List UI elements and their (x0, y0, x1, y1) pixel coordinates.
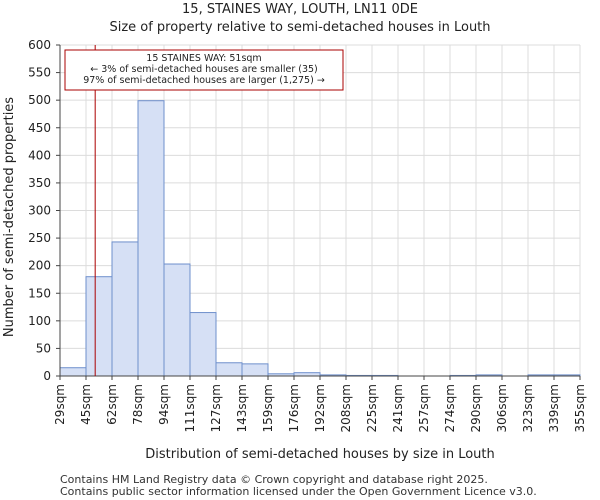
x-tick-label: 257sqm (417, 384, 431, 432)
x-tick-label: 290sqm (469, 384, 483, 432)
x-tick-label: 94sqm (157, 384, 171, 425)
x-tick-label: 225sqm (365, 384, 379, 432)
bar (189, 312, 217, 377)
x-tick-label: 208sqm (339, 384, 353, 432)
chart-title: 15, STAINES WAY, LOUTH, LN11 0DE (182, 2, 418, 17)
annotation-line: 97% of semi-detached houses are larger (… (83, 75, 325, 86)
annotation-box (64, 49, 344, 91)
x-ticks: 29sqm 45sqm 62sqm 78sqm 94sqm 111sqm 127sqm 143… (53, 376, 587, 432)
bar (59, 367, 87, 377)
y-ticks: 0 50 100 150 200 250 300 350 400 450 500 550 600 (28, 38, 60, 383)
y-tick-label: 100 (28, 314, 51, 328)
x-tick-label: 111sqm (183, 384, 197, 432)
x-tick-label: 274sqm (443, 384, 457, 432)
y-tick-label: 0 (43, 369, 51, 383)
x-tick-label: 62sqm (105, 384, 119, 425)
x-tick-label: 306sqm (495, 384, 509, 432)
bar (85, 276, 113, 377)
y-tick-label: 500 (28, 93, 51, 107)
footer-licence: Contains public sector information licen… (60, 485, 537, 498)
x-tick-label: 159sqm (261, 384, 275, 432)
y-tick-label: 250 (28, 231, 51, 245)
x-tick-label: 355sqm (573, 384, 587, 432)
x-tick-label: 339sqm (547, 384, 561, 432)
y-axis-label: Number of semi-detached properties (2, 97, 17, 337)
y-tick-label: 300 (28, 204, 51, 218)
annotation-line: 15 STAINES WAY: 51sqm (146, 53, 261, 64)
x-tick-label: 176sqm (287, 384, 301, 432)
x-tick-label: 127sqm (209, 384, 223, 432)
y-tick-label: 450 (28, 121, 51, 135)
bars (59, 100, 581, 377)
x-tick-label: 323sqm (521, 384, 535, 432)
bar (111, 241, 139, 377)
annotation-line: ← 3% of semi-detached houses are smaller… (90, 64, 318, 75)
x-tick-label: 143sqm (235, 384, 249, 432)
property-marker: 15 STAINES WAY: 51sqm← 3% of semi-detach… (64, 45, 344, 376)
x-axis-label: Distribution of semi-detached houses by … (145, 447, 495, 462)
bar (215, 362, 243, 377)
y-tick-label: 550 (28, 66, 51, 80)
y-tick-label: 350 (28, 176, 51, 190)
chart-subtitle: Size of property relative to semi-detach… (109, 20, 491, 35)
y-tick-label: 50 (36, 341, 51, 355)
bar (137, 100, 165, 377)
y-tick-label: 200 (28, 259, 51, 273)
y-tick-label: 600 (28, 38, 51, 52)
footer-copyright: Contains HM Land Registry data © Crown c… (60, 473, 488, 486)
x-tick-label: 78sqm (131, 384, 145, 425)
x-tick-label: 29sqm (53, 384, 67, 425)
y-tick-label: 150 (28, 286, 51, 300)
histogram-chart: 0 50 100 150 200 250 300 350 400 450 500 550 600 29s… (2, 38, 587, 462)
bar (241, 363, 269, 377)
bar (163, 263, 191, 377)
x-tick-label: 241sqm (391, 384, 405, 432)
x-tick-label: 192sqm (313, 384, 327, 432)
y-tick-label: 400 (28, 148, 51, 162)
x-tick-label: 45sqm (79, 384, 93, 425)
